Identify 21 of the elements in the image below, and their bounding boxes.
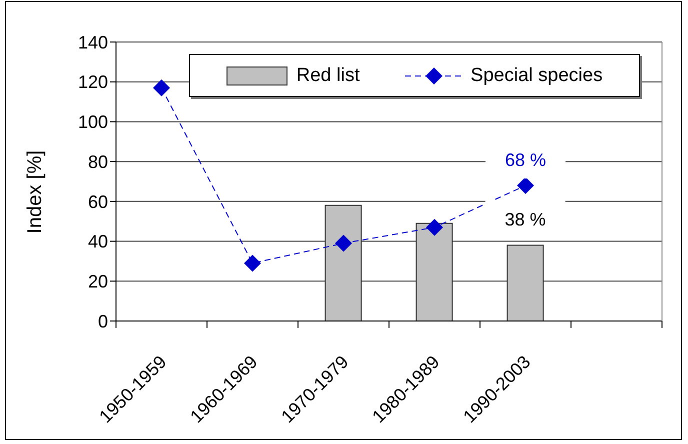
y-tick-label: 100 — [78, 112, 108, 132]
data-label: 38 % — [504, 210, 546, 230]
bar — [416, 222, 453, 321]
legend-label: Special species — [470, 64, 603, 86]
y-tick-label: 80 — [88, 152, 108, 172]
point — [153, 79, 170, 96]
y-tick-label: 60 — [88, 192, 108, 212]
data-label: 68 % — [504, 150, 546, 170]
point — [517, 176, 534, 194]
y-axis-title: Index [%] — [24, 150, 46, 234]
bar — [506, 244, 544, 321]
point — [426, 218, 443, 236]
y-tick-label: 140 — [78, 32, 108, 52]
y-tick-label: 120 — [78, 72, 108, 92]
bar — [324, 204, 362, 321]
point — [244, 254, 261, 272]
y-tick-label: 20 — [88, 272, 108, 292]
y-tick-label: 0 — [98, 311, 108, 332]
legend-label: Red list — [296, 64, 360, 86]
y-tick-label: 40 — [88, 232, 108, 252]
point — [335, 234, 352, 252]
